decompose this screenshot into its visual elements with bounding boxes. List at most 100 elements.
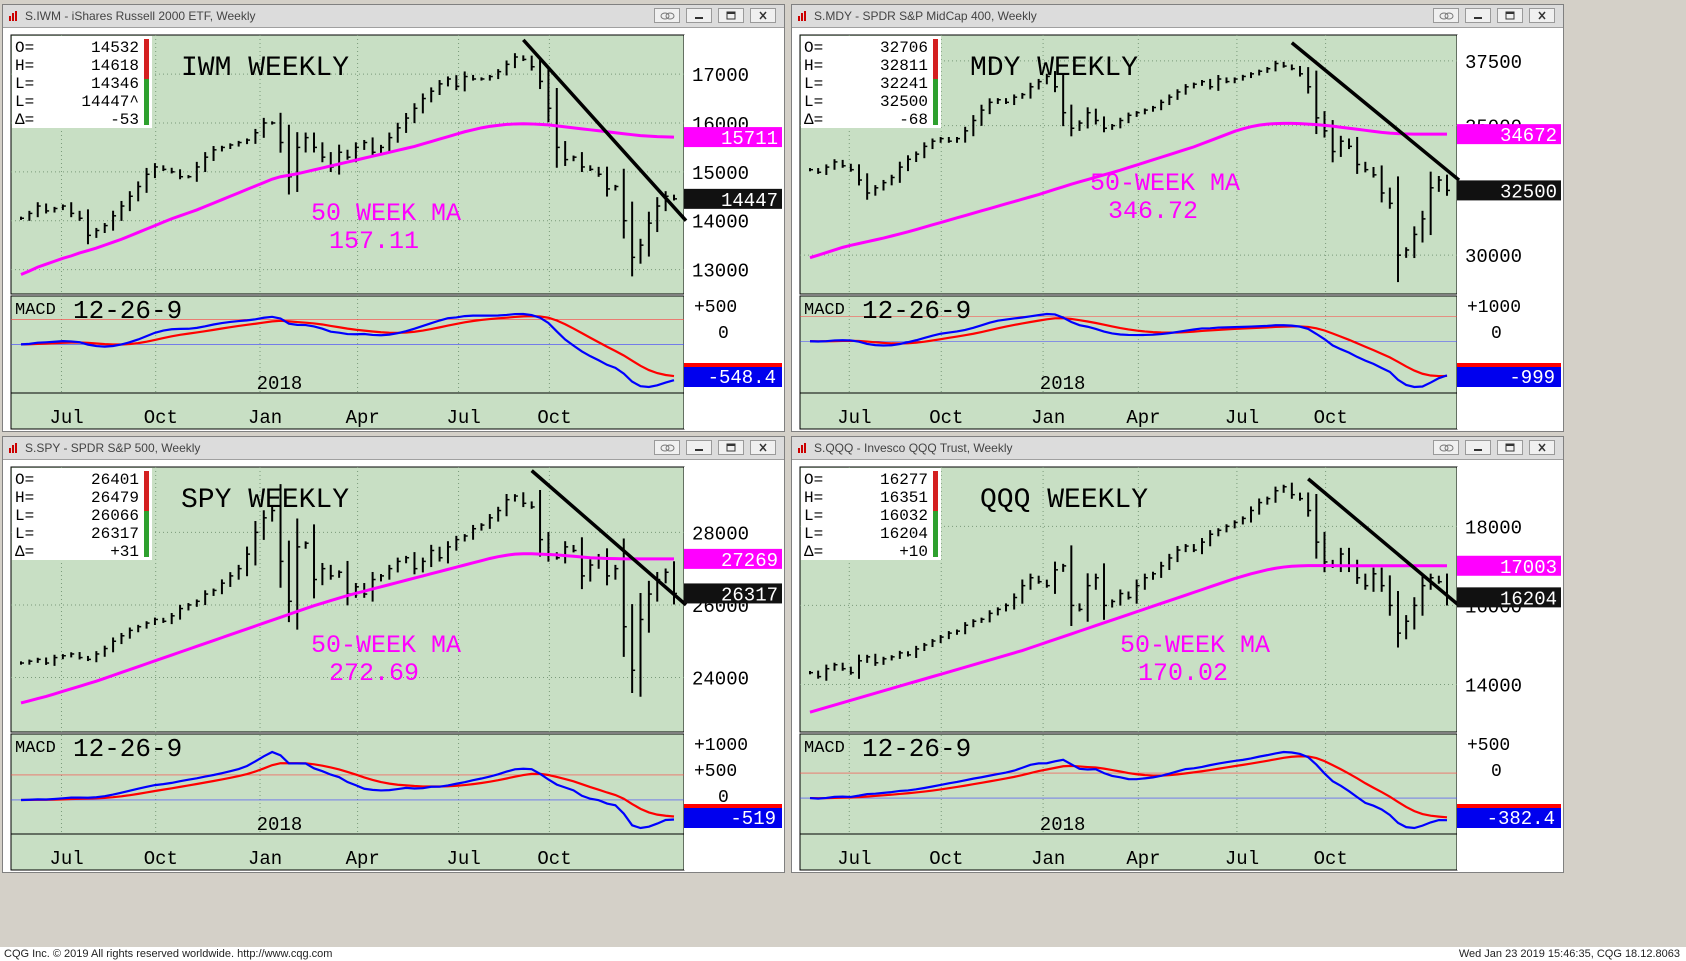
ma-price-tag bbox=[684, 548, 782, 569]
chart-window[interactable]: S.IWM - iShares Russell 2000 ETF, Weekly… bbox=[2, 4, 785, 432]
y-tick-label: 17000 bbox=[692, 65, 749, 87]
ohlc-value: 16277 bbox=[880, 471, 928, 489]
minimize-button[interactable] bbox=[1465, 440, 1491, 455]
window-titlebar[interactable]: S.IWM - iShares Russell 2000 ETF, Weekly bbox=[3, 5, 784, 28]
restore-button[interactable] bbox=[718, 440, 744, 455]
y-tick-label: 28000 bbox=[692, 523, 749, 545]
ohlc-box bbox=[12, 36, 152, 128]
macd-tick-label: +500 bbox=[694, 298, 737, 318]
ohlc-value: -68 bbox=[899, 111, 928, 129]
ohlc-value: -53 bbox=[110, 111, 139, 129]
macd-signal-line bbox=[20, 762, 675, 818]
minimize-button[interactable] bbox=[686, 440, 712, 455]
x-tick-label: Apr bbox=[346, 848, 380, 870]
x-tick-label: Oct bbox=[537, 848, 571, 870]
link-button[interactable] bbox=[1433, 440, 1459, 455]
x-tick-label: Oct bbox=[1314, 407, 1348, 429]
window-titlebar[interactable]: S.MDY - SPDR S&P MidCap 400, Weekly bbox=[792, 5, 1563, 28]
x-tick-label: Jan bbox=[248, 407, 282, 429]
link-button[interactable] bbox=[654, 8, 680, 23]
downtrend-line bbox=[522, 38, 688, 222]
link-button[interactable] bbox=[1433, 8, 1459, 23]
price-axis bbox=[1457, 467, 1561, 870]
window-titlebar[interactable]: S.QQQ - Invesco QQQ Trust, Weekly bbox=[792, 437, 1563, 460]
ohlc-label: L= bbox=[804, 525, 823, 543]
ohlc-label: L= bbox=[15, 507, 34, 525]
ohlc-label: Δ= bbox=[15, 543, 34, 561]
macd-tick-label: +1000 bbox=[1467, 298, 1521, 318]
ohlc-value: 32500 bbox=[880, 93, 928, 111]
ma-price-tag bbox=[684, 127, 782, 148]
status-timestamp: Wed Jan 23 2019 15:46:35, CQG 18.12.8063 bbox=[1458, 948, 1680, 960]
x-tick-label: Jul bbox=[837, 848, 871, 870]
window-title: S.MDY - SPDR S&P MidCap 400, Weekly bbox=[814, 9, 1037, 23]
close-icon bbox=[1538, 443, 1546, 452]
x-tick-label: Apr bbox=[346, 407, 380, 429]
link-icon bbox=[1439, 12, 1454, 20]
macd-line bbox=[20, 750, 675, 830]
macd-tick-label: 0 bbox=[1491, 762, 1502, 782]
chart-window[interactable]: S.MDY - SPDR S&P MidCap 400, Weekly 37500… bbox=[791, 4, 1564, 432]
ohlc-label: L= bbox=[804, 507, 823, 525]
x-tick-label: Jan bbox=[248, 848, 282, 870]
ohlc-label: L= bbox=[804, 75, 823, 93]
range-indicator bbox=[933, 471, 938, 557]
ma-annotation-label: 50-WEEK MA bbox=[1120, 631, 1270, 660]
restore-button[interactable] bbox=[1497, 440, 1523, 455]
link-button[interactable] bbox=[654, 440, 680, 455]
last-price-tag bbox=[1457, 180, 1561, 201]
chart-window[interactable]: S.SPY - SPDR S&P 500, Weekly 28000 26000 24… bbox=[2, 436, 785, 873]
macd-tick-label: +500 bbox=[1467, 736, 1510, 756]
macd-pane bbox=[799, 733, 1458, 835]
ohlc-label: O= bbox=[804, 471, 823, 489]
last-price-tag bbox=[1457, 587, 1561, 608]
ma-price-tag-text: 17003 bbox=[1500, 557, 1557, 579]
ohlc-box bbox=[801, 36, 941, 128]
downtrend-line bbox=[1307, 477, 1461, 607]
chart-app-icon bbox=[798, 11, 806, 21]
y-tick-label: 14000 bbox=[1465, 676, 1522, 698]
ohlc-value: +10 bbox=[899, 543, 928, 561]
ma-annotation-value: 346.72 bbox=[1108, 197, 1198, 226]
x-tick-label: Oct bbox=[929, 407, 963, 429]
close-button[interactable] bbox=[1529, 440, 1555, 455]
ohlc-value: 32811 bbox=[880, 57, 928, 75]
chart-area[interactable]: 3750035000300003467232500O=32706H=32811L… bbox=[792, 27, 1563, 431]
minimize-button[interactable] bbox=[1465, 8, 1491, 23]
macd-tag bbox=[1457, 367, 1561, 387]
minimize-icon bbox=[1474, 449, 1482, 451]
last-price-tag-text: 26317 bbox=[721, 584, 778, 606]
macd-tick-label: +500 bbox=[694, 762, 737, 782]
window-titlebar[interactable]: S.SPY - SPDR S&P 500, Weekly bbox=[3, 437, 784, 460]
range-indicator bbox=[933, 39, 938, 125]
ohlc-value: 32241 bbox=[880, 75, 928, 93]
y-tick-label: 24000 bbox=[692, 669, 749, 691]
close-button[interactable] bbox=[750, 8, 776, 23]
macd-line bbox=[20, 312, 675, 389]
ohlc-label: Δ= bbox=[804, 111, 823, 129]
macd-tick-label: 0 bbox=[718, 788, 729, 808]
downtrend-line bbox=[530, 469, 688, 607]
y-tick-label: 13000 bbox=[692, 261, 749, 283]
restore-button[interactable] bbox=[718, 8, 744, 23]
chart-window[interactable]: S.QQQ - Invesco QQQ Trust, Weekly 18000 16… bbox=[791, 436, 1564, 873]
macd-label: MACD bbox=[804, 301, 845, 320]
range-indicator bbox=[144, 471, 149, 557]
close-button[interactable] bbox=[750, 440, 776, 455]
macd-pane bbox=[799, 295, 1458, 394]
ohlc-label: Δ= bbox=[804, 543, 823, 561]
ohlc-value: 14346 bbox=[91, 75, 139, 93]
ohlc-value: 16204 bbox=[880, 525, 928, 543]
close-button[interactable] bbox=[1529, 8, 1555, 23]
link-icon bbox=[1439, 444, 1454, 452]
ohlc-value: +31 bbox=[110, 543, 139, 561]
window-title: S.IWM - iShares Russell 2000 ETF, Weekly bbox=[25, 9, 256, 23]
ma50-line bbox=[20, 122, 675, 276]
macd-line bbox=[809, 312, 1448, 389]
minimize-button[interactable] bbox=[686, 8, 712, 23]
ma-annotation-value: 170.02 bbox=[1138, 659, 1228, 688]
restore-button[interactable] bbox=[1497, 8, 1523, 23]
